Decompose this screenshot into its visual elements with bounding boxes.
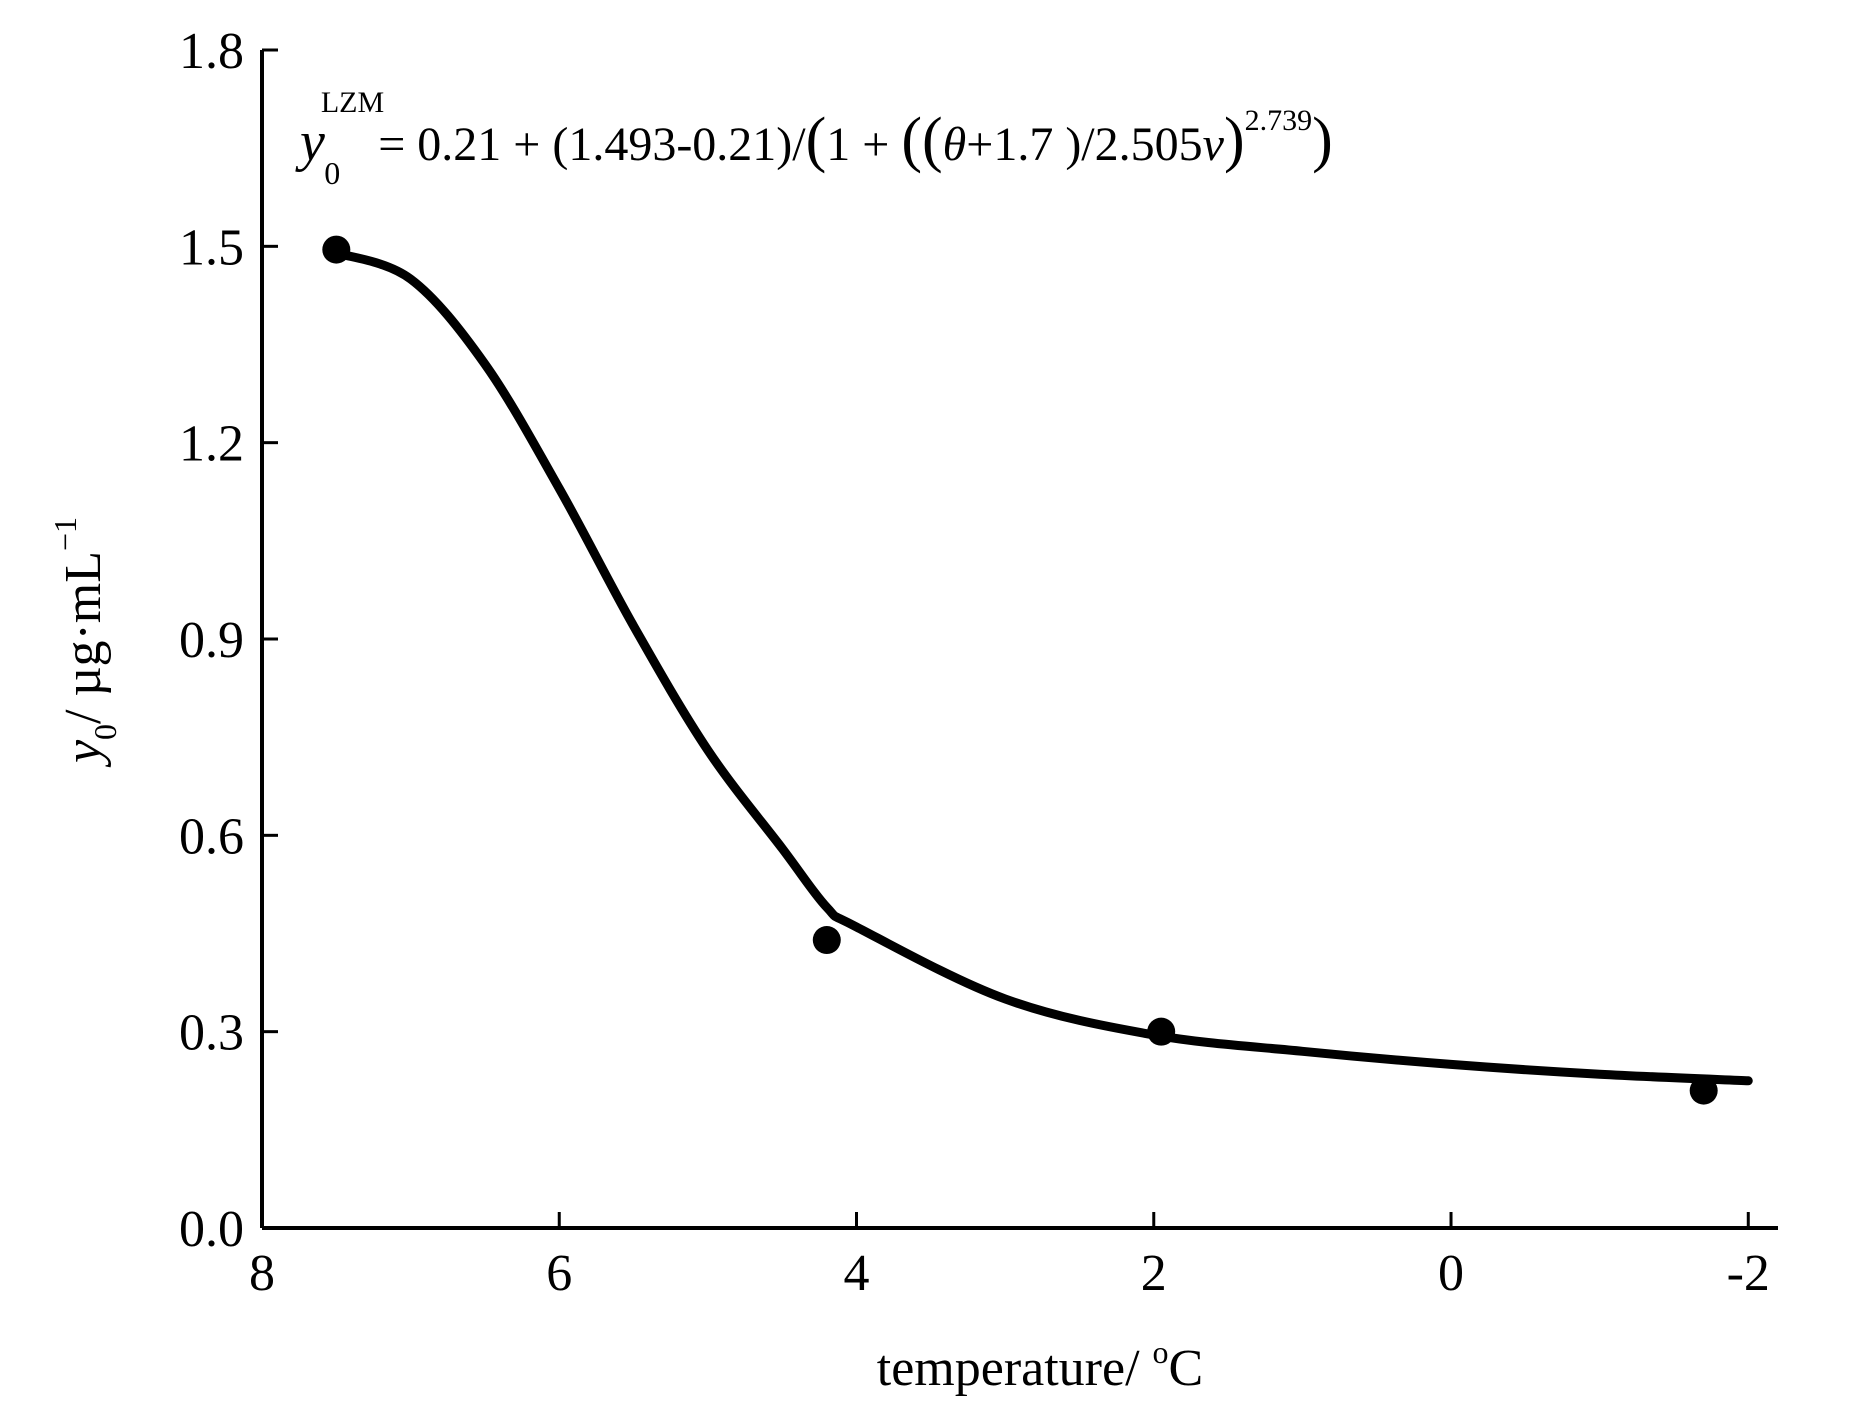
data-point: [1147, 1017, 1176, 1046]
y-tick-label: 0.3: [179, 1005, 244, 1062]
y-tick-label: 0.6: [179, 808, 244, 865]
fit-line-group: [331, 248, 1753, 1086]
x-tick-label: 0: [1438, 1245, 1464, 1302]
y-tick-label: 1.5: [179, 219, 244, 276]
axes: [260, 50, 1778, 1230]
x-tick-label: 6: [546, 1245, 572, 1302]
y-axis-title: y0/ µg·mL−1: [47, 517, 123, 768]
data-point: [1689, 1076, 1718, 1105]
x-axis-title: temperature/ oC: [877, 1334, 1203, 1397]
y-tick-label: 1.8: [179, 23, 244, 80]
equation: yLZM 0= 0.21 + (1.493-0.21)/(1 + ((θ+1.7 …: [295, 86, 1333, 191]
x-tick-label: 2: [1141, 1245, 1167, 1302]
y-tick-label: 0.9: [179, 612, 244, 669]
x-tick-label: 4: [844, 1245, 870, 1302]
data-point: [812, 926, 841, 955]
x-tick-label: 8: [249, 1245, 275, 1302]
data-points: [322, 235, 1718, 1105]
x-tick-label: -2: [1727, 1245, 1770, 1302]
y-tick-label: 1.2: [179, 416, 244, 473]
ticks: 8 6 4 2 0 -2 0.0 0.3 0.6 0.9 1.2 1.5 1.8: [179, 23, 1770, 1302]
data-point: [322, 235, 351, 264]
fit-line: [331, 248, 1753, 1086]
y-tick-label: 0.0: [179, 1201, 244, 1258]
